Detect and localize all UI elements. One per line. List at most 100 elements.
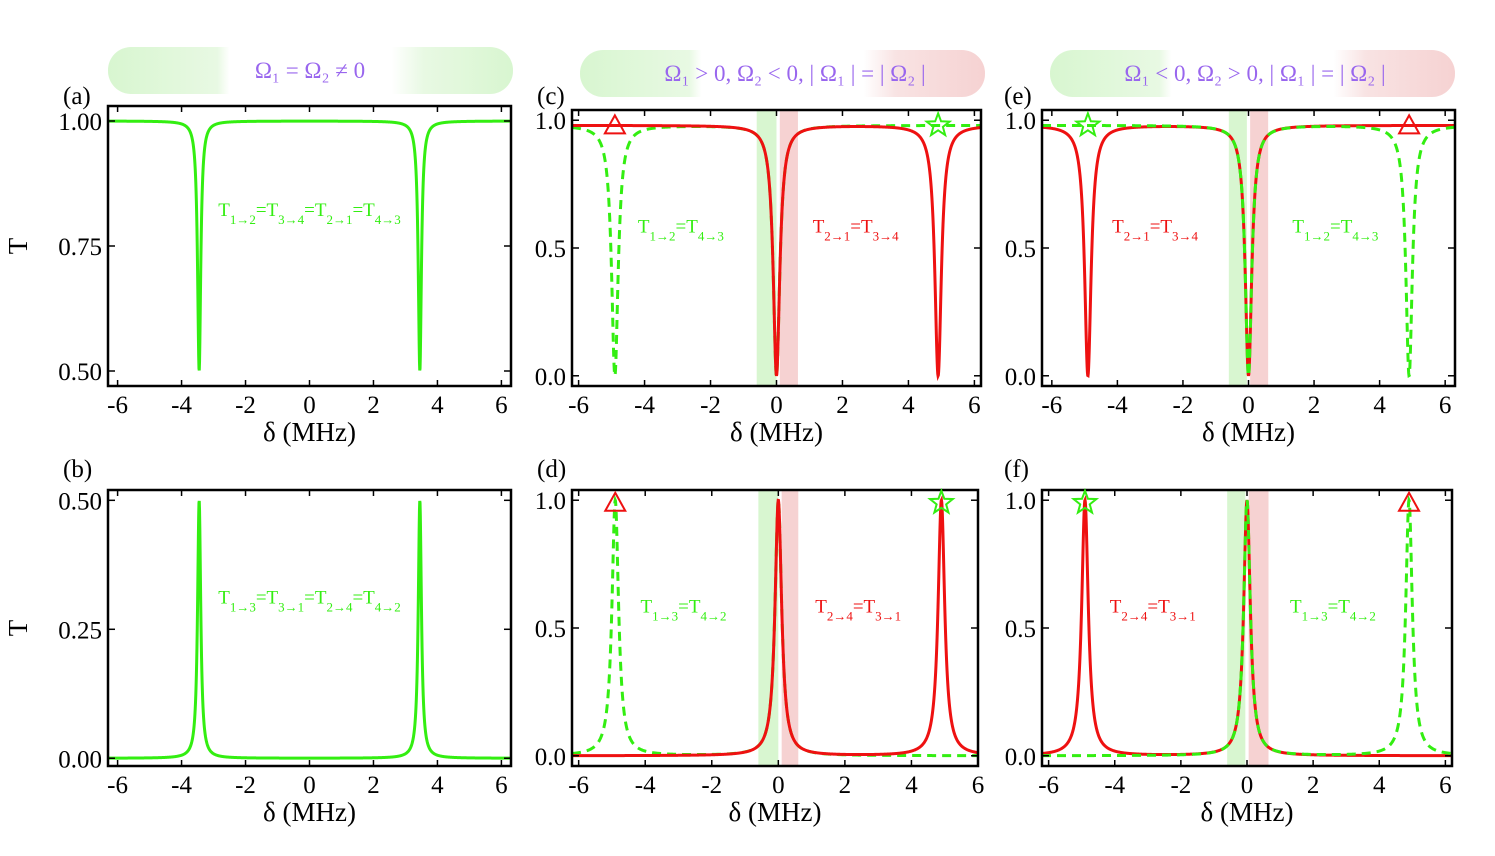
triangle-marker [1397,113,1421,135]
y-tick-label: 0.5 [1005,616,1036,643]
triangle-marker [1397,490,1421,512]
banner-text: Ω₁ > 0, Ω₂ < 0, | Ω₁ | = | Ω₂ | [664,61,925,86]
triangle-marker [603,113,627,135]
panel-e: -6 -4 -2 0 2 4 6 0.0 0.5 1.0 δ (MHz) (e) T2→1=T3→4 T1… [1004,83,1457,447]
x-tick-label: 0 [1242,392,1255,419]
x-tick-label: 2 [839,772,852,799]
x-tick-label: 0 [770,392,783,419]
green-shaded-band [756,110,777,386]
star-marker [927,487,956,515]
y-tick-label: 0.0 [535,744,566,771]
banner-background [108,47,513,94]
series-line-red-solid [572,123,981,382]
green-shaded-band [758,490,779,766]
x-tick-label: 2 [367,392,380,419]
banner-text: Ω₁ < 0, Ω₂ > 0, | Ω₁ | = | Ω₂ | [1124,61,1385,86]
panel-label: (a) [63,83,91,110]
y-tick-label: 1.0 [535,108,566,135]
x-tick-label: 6 [968,392,981,419]
panel-label: (c) [537,83,565,110]
x-tick-label: -2 [1173,392,1194,419]
x-tick-label: 2 [1308,392,1321,419]
x-tick-label: 6 [972,772,985,799]
panel-label: (f) [1004,456,1029,483]
panel-b: -6 -4 -2 0 2 4 6 0.00 0.25 0.50 δ (MHz) T (b) T1→3=T3… [3,456,513,827]
x-tick-label: -4 [171,392,192,419]
panel-a: -6 -4 -2 0 2 4 6 0.50 0.75 1.00 δ (MHz) T (a) T1→2=T3… [3,83,513,447]
x-axis-label: δ (MHz) [1202,417,1295,447]
x-tick-label: 4 [902,392,915,419]
x-axis-label: δ (MHz) [729,797,822,827]
y-tick-label: 1.0 [1005,488,1036,515]
x-axis-label: δ (MHz) [730,417,823,447]
y-tick-label: 0.5 [535,616,566,643]
banner-text: Ω₁ = Ω₂ ≠ 0 [255,58,365,83]
x-tick-label: -6 [107,772,128,799]
star-marker [1073,110,1103,138]
y-tick-label: 0.0 [1005,364,1036,391]
y-tick-label: 0.0 [1005,744,1036,771]
y-tick-label: 0.0 [535,364,566,391]
x-tick-label: 4 [905,772,918,799]
series-line-green-dashed [572,123,981,382]
y-tick-label: 0.5 [1005,236,1036,263]
y-tick-label: 1.0 [1005,108,1036,135]
y-tick-label: 1.0 [535,488,566,515]
y-tick-label: 1.00 [58,109,102,136]
x-tick-label: -4 [1107,392,1128,419]
star-marker [923,110,953,138]
x-tick-label: -4 [171,772,192,799]
series-annotation: T1→2=T4→3 [1292,217,1378,244]
x-axis-label: δ (MHz) [263,417,356,447]
series-annotation: T2→4=T3→1 [1110,597,1196,624]
panel-f: -6 -4 -2 0 2 4 6 0.0 0.5 1.0 δ (MHz) (f) T2→4=T3→1 T1… [1004,456,1454,827]
x-tick-label: -6 [1038,772,1059,799]
x-tick-label: -2 [1170,772,1191,799]
x-tick-label: -4 [634,392,655,419]
plot-frame [106,104,513,388]
x-axis-label: δ (MHz) [263,797,356,827]
plot-frame [106,488,513,768]
x-tick-label: 4 [431,392,444,419]
series-annotation: T2→4=T3→1 [815,597,901,624]
x-tick-label: -4 [635,772,656,799]
panel-d: -6 -4 -2 0 2 4 6 0.0 0.5 1.0 δ (MHz) (d) T1→3=T4→2 T2… [535,456,985,827]
x-tick-label: 2 [836,392,849,419]
x-tick-label: -2 [700,392,721,419]
series-line-green-solid [108,119,511,371]
x-tick-label: -2 [235,392,256,419]
x-tick-label: 4 [1373,772,1386,799]
series-line-red-solid [1042,494,1452,758]
banner-background [1050,50,1455,97]
x-tick-label: -4 [1104,772,1125,799]
x-tick-label: 6 [495,392,508,419]
banner-c-d: Ω₁ > 0, Ω₂ < 0, | Ω₁ | = | Ω₂ | [580,50,985,97]
x-tick-label: -2 [235,772,256,799]
y-tick-label: 0.50 [58,488,102,515]
series-annotation: T1→3=T3→1=T2→4=T4→2 [218,587,401,614]
series-line-red-solid [572,494,978,758]
series-annotation: T1→3=T4→2 [1290,597,1376,624]
x-tick-label: 0 [303,772,316,799]
x-tick-label: 6 [495,772,508,799]
series-annotation: T1→2=T3→4=T2→1=T4→3 [218,200,401,227]
banner-a-b: Ω₁ = Ω₂ ≠ 0 [108,47,513,94]
series-annotation: T1→3=T4→2 [641,597,727,624]
y-tick-label: 0.50 [58,359,102,386]
x-tick-label: -6 [107,392,128,419]
x-tick-label: 4 [431,772,444,799]
x-tick-label: 4 [1373,392,1386,419]
x-tick-label: 0 [1241,772,1254,799]
series-annotation: T2→1=T3→4 [1112,217,1198,244]
x-tick-label: 0 [772,772,785,799]
series-annotation: T2→1=T3→4 [813,217,899,244]
triangle-marker [603,490,627,512]
panel-label: (e) [1004,83,1032,110]
y-tick-label: 0.25 [58,617,102,644]
series-line-green-dashed [572,494,978,758]
series-line-green-solid [108,500,511,760]
y-axis-label: T [3,619,33,636]
series-line-green-dashed [1042,494,1452,758]
x-tick-label: 0 [303,392,316,419]
